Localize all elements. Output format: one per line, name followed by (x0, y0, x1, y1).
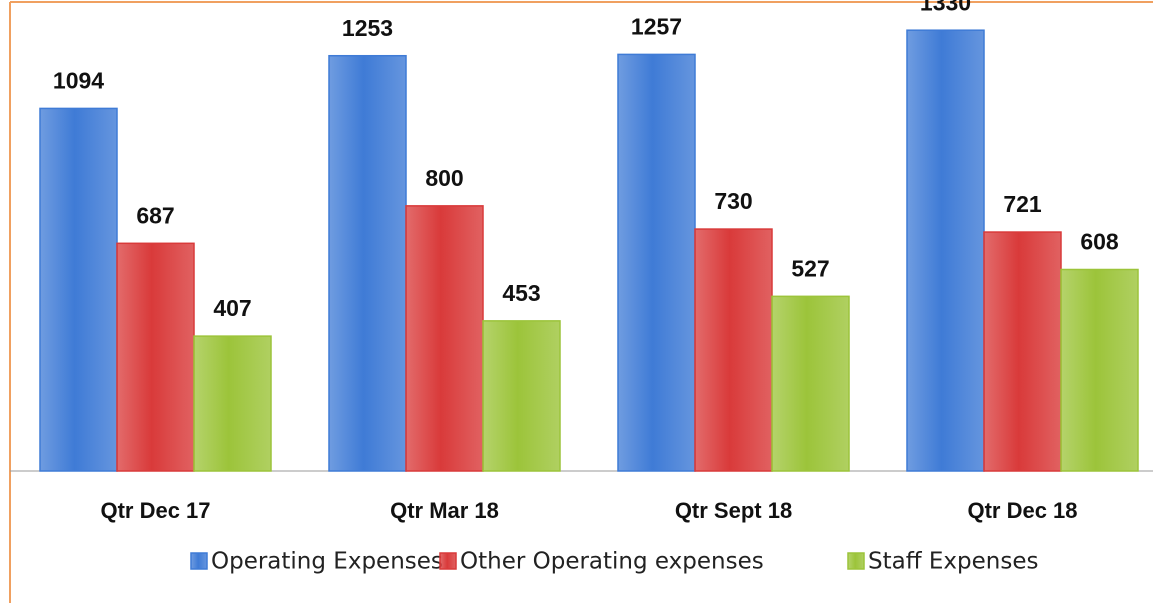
bar (39, 107, 118, 472)
legend-swatch (190, 552, 208, 570)
legend-swatch (439, 552, 457, 570)
value-label: 1094 (53, 67, 104, 93)
legend-swatch (847, 552, 865, 570)
value-label: 721 (1003, 191, 1042, 217)
value-label: 730 (714, 188, 752, 214)
bar (617, 53, 696, 472)
value-label: 453 (502, 280, 540, 306)
legend-label: Operating Expenses (211, 549, 443, 575)
value-label: 527 (791, 255, 829, 281)
x-tick-label: Qtr Dec 17 (100, 498, 210, 523)
value-label: 1330 (920, 0, 971, 15)
bar (983, 231, 1062, 472)
x-tick-label: Qtr Sept 18 (675, 498, 792, 523)
value-label: 687 (136, 202, 174, 228)
bar (482, 320, 561, 472)
legend-label: Staff Expenses (868, 549, 1038, 575)
legend-label: Other Operating expenses (460, 549, 764, 575)
value-label: 1257 (631, 13, 682, 39)
x-tick-label: Qtr Dec 18 (967, 498, 1077, 523)
value-label: 800 (425, 165, 463, 191)
bar (328, 54, 407, 472)
value-label: 1253 (342, 15, 393, 41)
x-tick-label: Qtr Mar 18 (390, 498, 499, 523)
bar (116, 242, 195, 472)
bar (193, 335, 272, 472)
bar (771, 295, 850, 472)
bar (405, 205, 484, 472)
value-label: 608 (1080, 229, 1119, 255)
value-label: 407 (213, 295, 251, 321)
bar (694, 228, 773, 472)
bar (1060, 268, 1139, 472)
bar (906, 29, 985, 472)
